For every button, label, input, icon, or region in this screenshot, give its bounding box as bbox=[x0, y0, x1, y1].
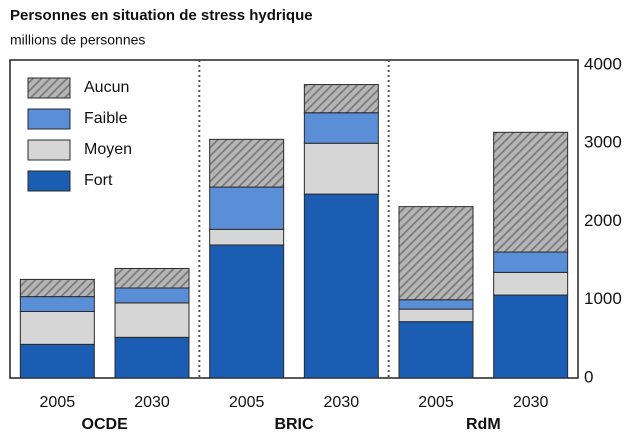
x-tick-label: 2030 bbox=[324, 394, 360, 411]
group-label: BRIC bbox=[274, 416, 314, 433]
legend-swatch bbox=[27, 108, 71, 130]
bar-segment bbox=[398, 299, 474, 310]
bar-segment bbox=[209, 186, 285, 230]
bar-segment bbox=[303, 193, 379, 379]
chart-subtitle: millions de personnes bbox=[10, 32, 145, 48]
x-tick-label: 2005 bbox=[229, 394, 265, 411]
chart-title: Personnes en situation de stress hydriqu… bbox=[10, 7, 313, 24]
bar-segment bbox=[209, 244, 285, 379]
bar-segment bbox=[398, 206, 474, 301]
bar-segment bbox=[303, 84, 379, 114]
y-tick-label: 3000 bbox=[584, 133, 622, 152]
legend-label: Fort bbox=[84, 172, 113, 189]
legend-swatch bbox=[27, 77, 71, 99]
bar-segment bbox=[493, 271, 569, 296]
y-tick-label: 1000 bbox=[584, 289, 622, 308]
bar-segment bbox=[114, 302, 190, 338]
bar-segment bbox=[303, 112, 379, 144]
bar-segment bbox=[19, 310, 95, 345]
y-tick-label: 0 bbox=[584, 367, 593, 386]
bar-segment bbox=[19, 296, 95, 312]
bar-segment bbox=[19, 343, 95, 379]
legend-label: Aucun bbox=[84, 79, 129, 96]
bar-segment bbox=[114, 287, 190, 304]
x-tick-label: 2005 bbox=[40, 394, 76, 411]
x-tick-label: 2030 bbox=[134, 394, 170, 411]
bar-segment bbox=[303, 142, 379, 195]
legend-swatch bbox=[27, 139, 71, 161]
bar-segment bbox=[398, 321, 474, 379]
legend-label: Faible bbox=[84, 110, 128, 127]
bar-segment bbox=[19, 278, 95, 298]
bar-segment bbox=[114, 267, 190, 289]
x-tick-label: 2005 bbox=[418, 394, 454, 411]
legend-swatch bbox=[27, 170, 71, 192]
bar-segment bbox=[398, 308, 474, 323]
group-label: RdM bbox=[466, 416, 501, 433]
bar-segment bbox=[114, 336, 190, 379]
bar-segment bbox=[493, 251, 569, 273]
legend-label: Moyen bbox=[84, 141, 132, 158]
x-tick-label: 2030 bbox=[513, 394, 549, 411]
bar-segment bbox=[209, 228, 285, 246]
y-tick-label: 4000 bbox=[584, 54, 622, 73]
bar-segment bbox=[493, 294, 569, 379]
plot-frame bbox=[9, 59, 579, 379]
y-tick-label: 2000 bbox=[584, 211, 622, 230]
group-label: OCDE bbox=[82, 416, 129, 433]
bar-segment bbox=[209, 138, 285, 188]
bar-segment bbox=[493, 131, 569, 253]
